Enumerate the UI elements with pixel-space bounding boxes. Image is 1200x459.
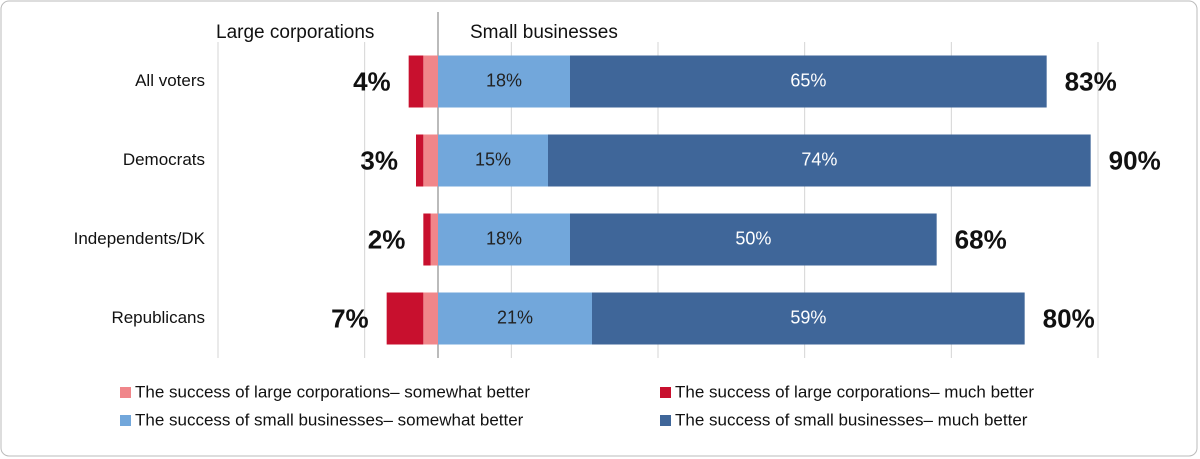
- value-label: 50%: [735, 228, 771, 248]
- left-total: 4%: [353, 66, 391, 96]
- value-label: 21%: [497, 307, 533, 327]
- value-label: 18%: [486, 70, 522, 90]
- legend-label: The success of small businesses– somewha…: [135, 410, 524, 429]
- legend-label: The success of large corporations– somew…: [135, 382, 530, 401]
- legend-label: The success of large corporations– much …: [675, 382, 1034, 401]
- left-total: 3%: [360, 145, 398, 175]
- legend-swatch: [120, 387, 131, 398]
- right-header: Small businesses: [470, 22, 618, 43]
- value-label: 59%: [790, 307, 826, 327]
- category-label: Independents/DK: [74, 229, 206, 248]
- category-label: Republicans: [111, 308, 205, 327]
- bar-segment: [408, 55, 424, 108]
- right-total: 90%: [1109, 145, 1161, 175]
- legend-swatch: [120, 415, 131, 426]
- bar-segment: [548, 134, 1091, 187]
- bar-segment: [423, 213, 431, 266]
- left-header: Large corporations: [216, 22, 374, 43]
- bar-segment: [386, 292, 424, 345]
- bar-segment: [430, 213, 438, 266]
- bar-segment: [438, 213, 570, 266]
- right-total: 80%: [1043, 303, 1095, 333]
- category-label: Democrats: [123, 150, 205, 169]
- value-label: 74%: [801, 149, 837, 169]
- bar-segment: [570, 55, 1047, 108]
- left-total: 7%: [331, 303, 369, 333]
- category-label: All voters: [135, 71, 205, 90]
- legend-swatch: [660, 415, 671, 426]
- right-total: 68%: [955, 224, 1007, 254]
- bar-segment: [592, 292, 1025, 345]
- bar-segment: [423, 134, 438, 187]
- bar-segment: [423, 55, 438, 108]
- value-label: 18%: [486, 228, 522, 248]
- bar-segment: [438, 292, 592, 345]
- bar-segment: [438, 134, 548, 187]
- legend-swatch: [660, 387, 671, 398]
- bar-segment: [438, 55, 570, 108]
- bar-segment: [416, 134, 424, 187]
- legend-label: The success of small businesses– much be…: [675, 410, 1028, 429]
- left-total: 2%: [368, 224, 406, 254]
- value-label: 65%: [790, 70, 826, 90]
- value-label: 15%: [475, 149, 511, 169]
- bar-segment: [570, 213, 937, 266]
- bar-segment: [423, 292, 438, 345]
- right-total: 83%: [1065, 66, 1117, 96]
